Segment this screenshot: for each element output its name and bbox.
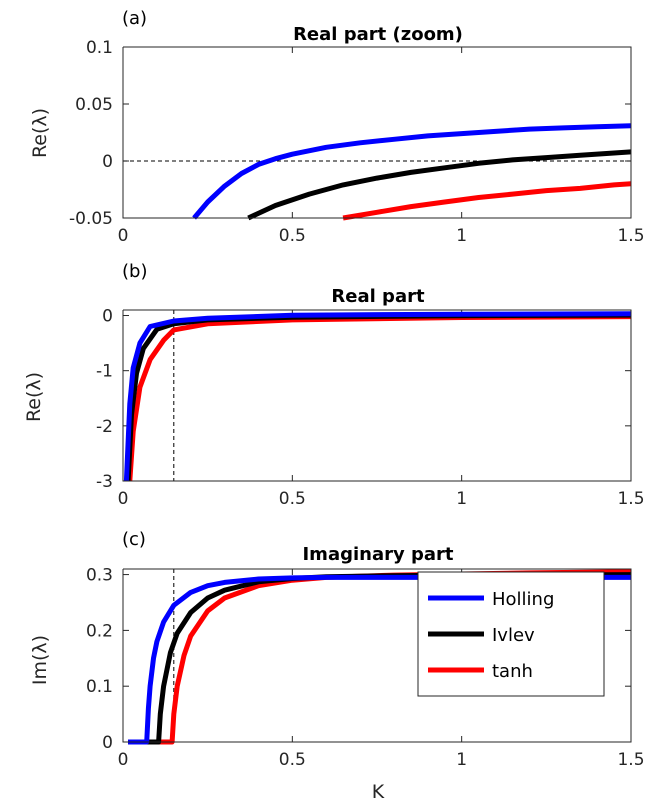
axes-frame-a [122, 46, 632, 219]
series-lines-a [192, 123, 631, 221]
panel-label-b: (b) [122, 261, 147, 282]
series-line-ivlev-a [247, 149, 631, 221]
y-tick-label: 0.05 [75, 95, 113, 115]
y-tick-label: 0 [102, 307, 113, 327]
y-axis-label-c: Im(λ) [29, 635, 51, 685]
y-axis-label-b: Re(λ) [23, 372, 45, 422]
panel-label-c: (c) [122, 529, 146, 550]
axes-frame-b [122, 309, 632, 482]
x-tick-label: 0.5 [279, 226, 306, 246]
y-tick-label: -0.05 [69, 209, 113, 229]
x-axis-label: K [372, 781, 385, 803]
y-tick-label: -3 [96, 472, 113, 492]
panel-a: (a) Real part (zoom) Re(λ) 0 0.5 1 1.5 0.1 0.… [29, 8, 645, 246]
panel-title-a: Real part (zoom) [293, 24, 463, 45]
y-tick-label: -1 [96, 362, 113, 382]
panel-title-b: Real part [331, 286, 425, 307]
series-line-holling-a [192, 123, 631, 220]
x-tick-label: 1.5 [617, 750, 644, 770]
ticks-a: 0 0.5 1 1.50.10.050-0.05 [69, 38, 645, 246]
x-tick-label: 0 [118, 226, 129, 246]
y-tick-label: 0.1 [86, 38, 113, 58]
series-line-holling-c [128, 574, 631, 745]
x-tick-label: 0 [118, 750, 129, 770]
x-tick-label: 0.5 [279, 750, 306, 770]
panel-label-a: (a) [122, 8, 147, 29]
series-line-tanh-a [342, 181, 631, 221]
x-tick-label: 1 [456, 489, 467, 509]
y-tick-label: 0.2 [86, 621, 113, 641]
x-tick-label: 1 [456, 226, 467, 246]
y-tick-label: 0 [102, 733, 113, 753]
y-tick-label: 0.1 [86, 677, 113, 697]
x-tick-label: 1.5 [617, 226, 644, 246]
y-tick-label: 0 [102, 152, 113, 172]
series-lines-b [123, 311, 631, 482]
panel-title-c: Imaginary part [302, 544, 453, 565]
ticks-b: 0 0.5 1 1.5 0 -1 -2 -3 [96, 307, 644, 509]
panel-c: (c) Imaginary part Im(λ) 0 0.5 1 1.50.30.20… [29, 529, 645, 770]
legend-label-tanh: tanh [492, 661, 533, 682]
x-tick-label: 0 [118, 489, 129, 509]
ticks-c: 0 0.5 1 1.5 0.3 0.2 0.1 0 [86, 566, 645, 770]
y-axis-label-a: Re(λ) [29, 108, 51, 158]
y-tick-label: -2 [96, 417, 113, 437]
x-tick-label: 0.5 [279, 489, 306, 509]
axes-frame-c [122, 568, 632, 743]
panel-b: (b) Real part Re(λ) 0 0.5 1 1.5 0 -1 -2 -3 [23, 261, 645, 509]
legend-label-holling: Holling [492, 589, 554, 610]
x-tick-label: 1.5 [617, 489, 644, 509]
y-tick-label: 0.3 [86, 566, 113, 586]
x-tick-label: 1 [456, 750, 467, 770]
legend-label-ivlev: Ivlev [492, 625, 535, 646]
legend: Holling Ivlev tanh [417, 571, 605, 697]
series-line-holling-b [123, 311, 631, 482]
